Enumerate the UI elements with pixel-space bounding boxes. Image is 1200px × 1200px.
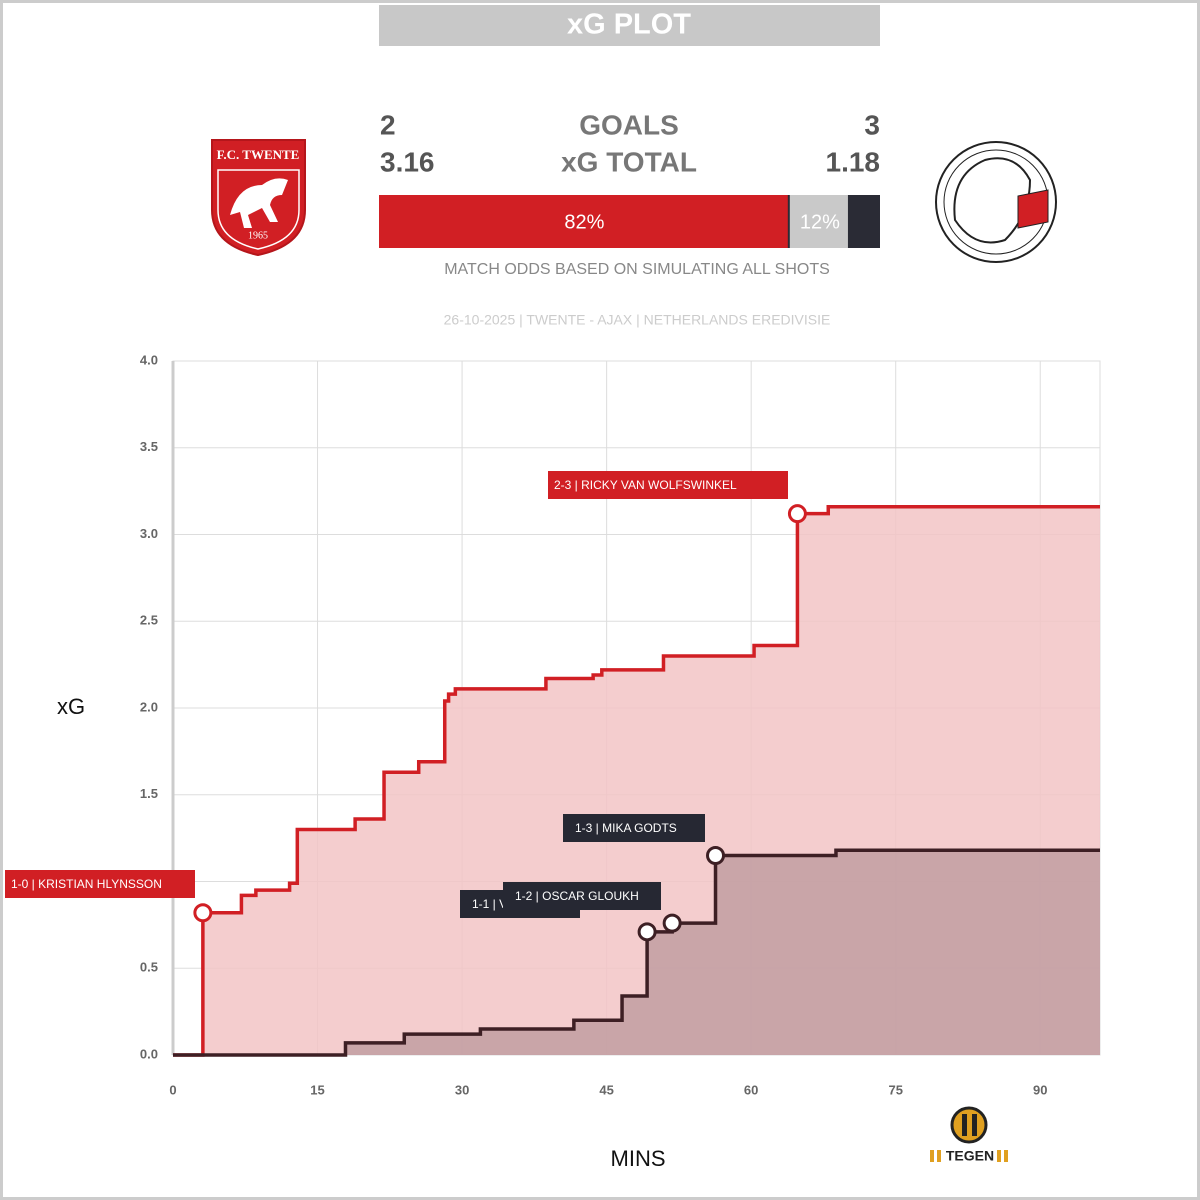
title: xG PLOT xyxy=(567,9,691,41)
annotation-box xyxy=(5,870,195,898)
annotation-box xyxy=(503,882,661,910)
goal-marker xyxy=(637,922,657,942)
y-tick-label: 3.0 xyxy=(140,526,158,541)
brand-text: TEGEN xyxy=(946,1148,994,1164)
goal-marker xyxy=(193,903,213,923)
away-logo xyxy=(935,141,1057,263)
away-head xyxy=(953,157,1032,244)
y-tick-label: 2.5 xyxy=(140,613,158,628)
annotation-label: 1-3 | MIKA GODTS xyxy=(575,821,677,835)
y-tick-label: 2.0 xyxy=(140,699,158,714)
series-line xyxy=(173,504,1100,1057)
brand-badge xyxy=(950,1106,988,1144)
home-goals: 2 xyxy=(380,109,396,140)
annotation-box xyxy=(563,814,705,842)
goal-marker xyxy=(787,504,807,524)
xg-label: xG TOTAL xyxy=(561,146,697,177)
x-tick-label: 75 xyxy=(888,1082,902,1097)
x-tick-label: 60 xyxy=(744,1082,758,1097)
annotation-label: 1-0 | KRISTIAN HLYNSSON xyxy=(11,877,162,891)
x-tick-label: 30 xyxy=(455,1082,469,1097)
brand-mark xyxy=(930,1150,934,1162)
y-tick-label: 3.5 xyxy=(140,439,158,454)
series-line xyxy=(173,848,1100,1057)
annotation-label: 1-1 | V xyxy=(472,897,507,911)
annotation-box xyxy=(548,471,788,499)
y-tick-label: 4.0 xyxy=(140,352,158,367)
x-tick-label: 45 xyxy=(599,1082,613,1097)
annotation-label: 1-2 | OSCAR GLOUKH xyxy=(515,889,639,903)
goal-marker xyxy=(706,845,726,865)
home-shield-inner xyxy=(217,169,300,250)
odds-bar: 82% 12% xyxy=(379,195,880,248)
odds-segment xyxy=(379,195,788,248)
home-logo: F.C. TWENTE 1965 xyxy=(211,139,306,257)
brand-bar xyxy=(962,1114,967,1136)
brand-bar xyxy=(972,1114,977,1136)
goal-marker xyxy=(662,913,682,933)
odds-note: MATCH ODDS BASED ON SIMULATING ALL SHOTS xyxy=(444,261,830,278)
annotation-label: 2-3 | RICKY VAN WOLFSWINKEL xyxy=(554,478,737,492)
y-tick-label: 0.0 xyxy=(140,1046,158,1061)
odds-label: 12% xyxy=(800,211,840,233)
x-tick-label: 90 xyxy=(1033,1082,1047,1097)
y-tick-label: 1.5 xyxy=(140,786,158,801)
away-goals: 3 xyxy=(864,109,880,140)
goals-label: GOALS xyxy=(579,109,679,140)
series-area xyxy=(173,850,1100,1055)
home-logo-text: F.C. TWENTE xyxy=(217,147,300,162)
away-xg: 1.18 xyxy=(826,146,881,177)
odds-segment xyxy=(789,195,848,248)
brand-mark xyxy=(937,1150,941,1162)
odds-label: 82% xyxy=(564,211,604,233)
away-flag xyxy=(1017,189,1049,229)
home-xg: 3.16 xyxy=(380,146,435,177)
home-horse xyxy=(230,178,288,228)
x-axis-label: MINS xyxy=(611,1146,666,1171)
x-tick-label: 15 xyxy=(310,1082,324,1097)
x-tick-label: 0 xyxy=(169,1082,176,1097)
title-bar xyxy=(379,5,880,46)
home-logo-year: 1965 xyxy=(248,230,268,241)
brand: TEGEN xyxy=(930,1106,1008,1164)
subtitle: 26-10-2025 | TWENTE - AJAX | NETHERLANDS… xyxy=(444,312,831,328)
brand-mark xyxy=(997,1150,1001,1162)
y-tick-label: 0.5 xyxy=(140,960,158,975)
chart: 0.00.51.01.52.02.53.03.54.00153045607590… xyxy=(5,352,1101,1097)
y-axis-label: xG xyxy=(57,694,85,719)
brand-mark xyxy=(1004,1150,1008,1162)
